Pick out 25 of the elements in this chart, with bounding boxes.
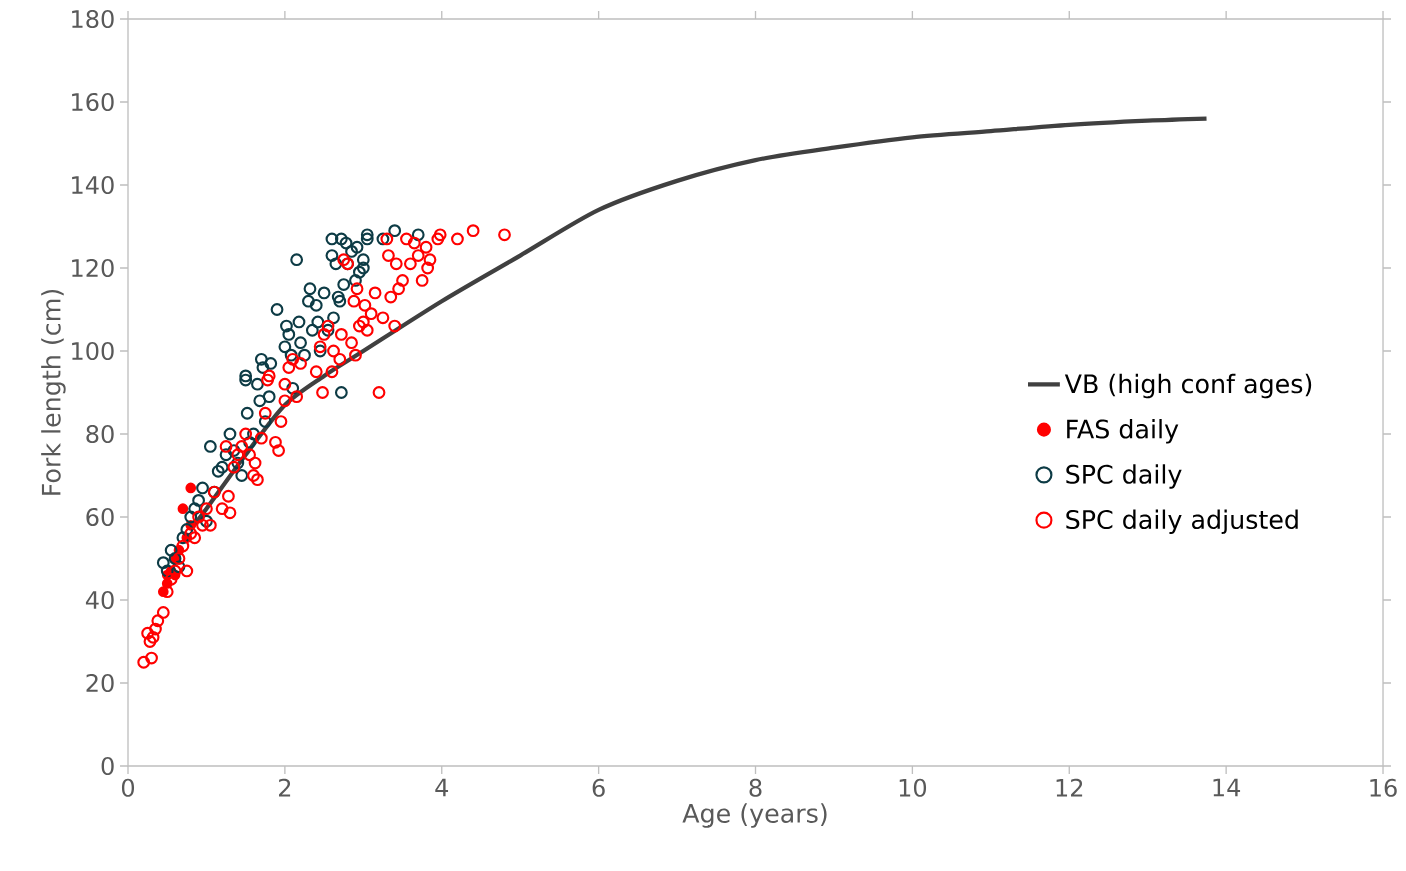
y-tick-label: 180 [72, 9, 114, 29]
y-tick-label: 140 [72, 175, 114, 195]
legend-label: SPC daily adjusted [1066, 509, 1298, 535]
y-tick-label: 160 [72, 92, 114, 112]
y-tick-label: 20 [86, 673, 114, 693]
legend-label: FAS daily [1067, 419, 1179, 444]
y-tick-label: 60 [86, 507, 114, 527]
x-tick-label: 10 [899, 778, 927, 797]
y-tick-label: 40 [85, 590, 114, 610]
x-tick-label: 0 [121, 778, 135, 797]
y-tick-label: 100 [72, 341, 114, 361]
y-tick-label: 80 [86, 424, 114, 444]
x-axis-title: Age (years) [682, 803, 827, 828]
x-tick-label: 14 [1213, 778, 1241, 797]
legend-label: VB (high conf ages) [1064, 373, 1312, 399]
x-tick-label: 16 [1370, 778, 1397, 797]
x-tick-label: 8 [749, 778, 762, 797]
x-tick-label: 2 [279, 778, 291, 797]
y-axis-title: Fork length (cm) [41, 289, 66, 495]
x-tick-label: 6 [592, 778, 605, 797]
legend-label: SPC daily [1066, 464, 1182, 489]
x-tick-label: 4 [435, 778, 449, 797]
y-tick-label: 120 [72, 258, 114, 278]
x-tick-label: 12 [1056, 778, 1083, 797]
y-tick-label: 0 [101, 756, 114, 776]
